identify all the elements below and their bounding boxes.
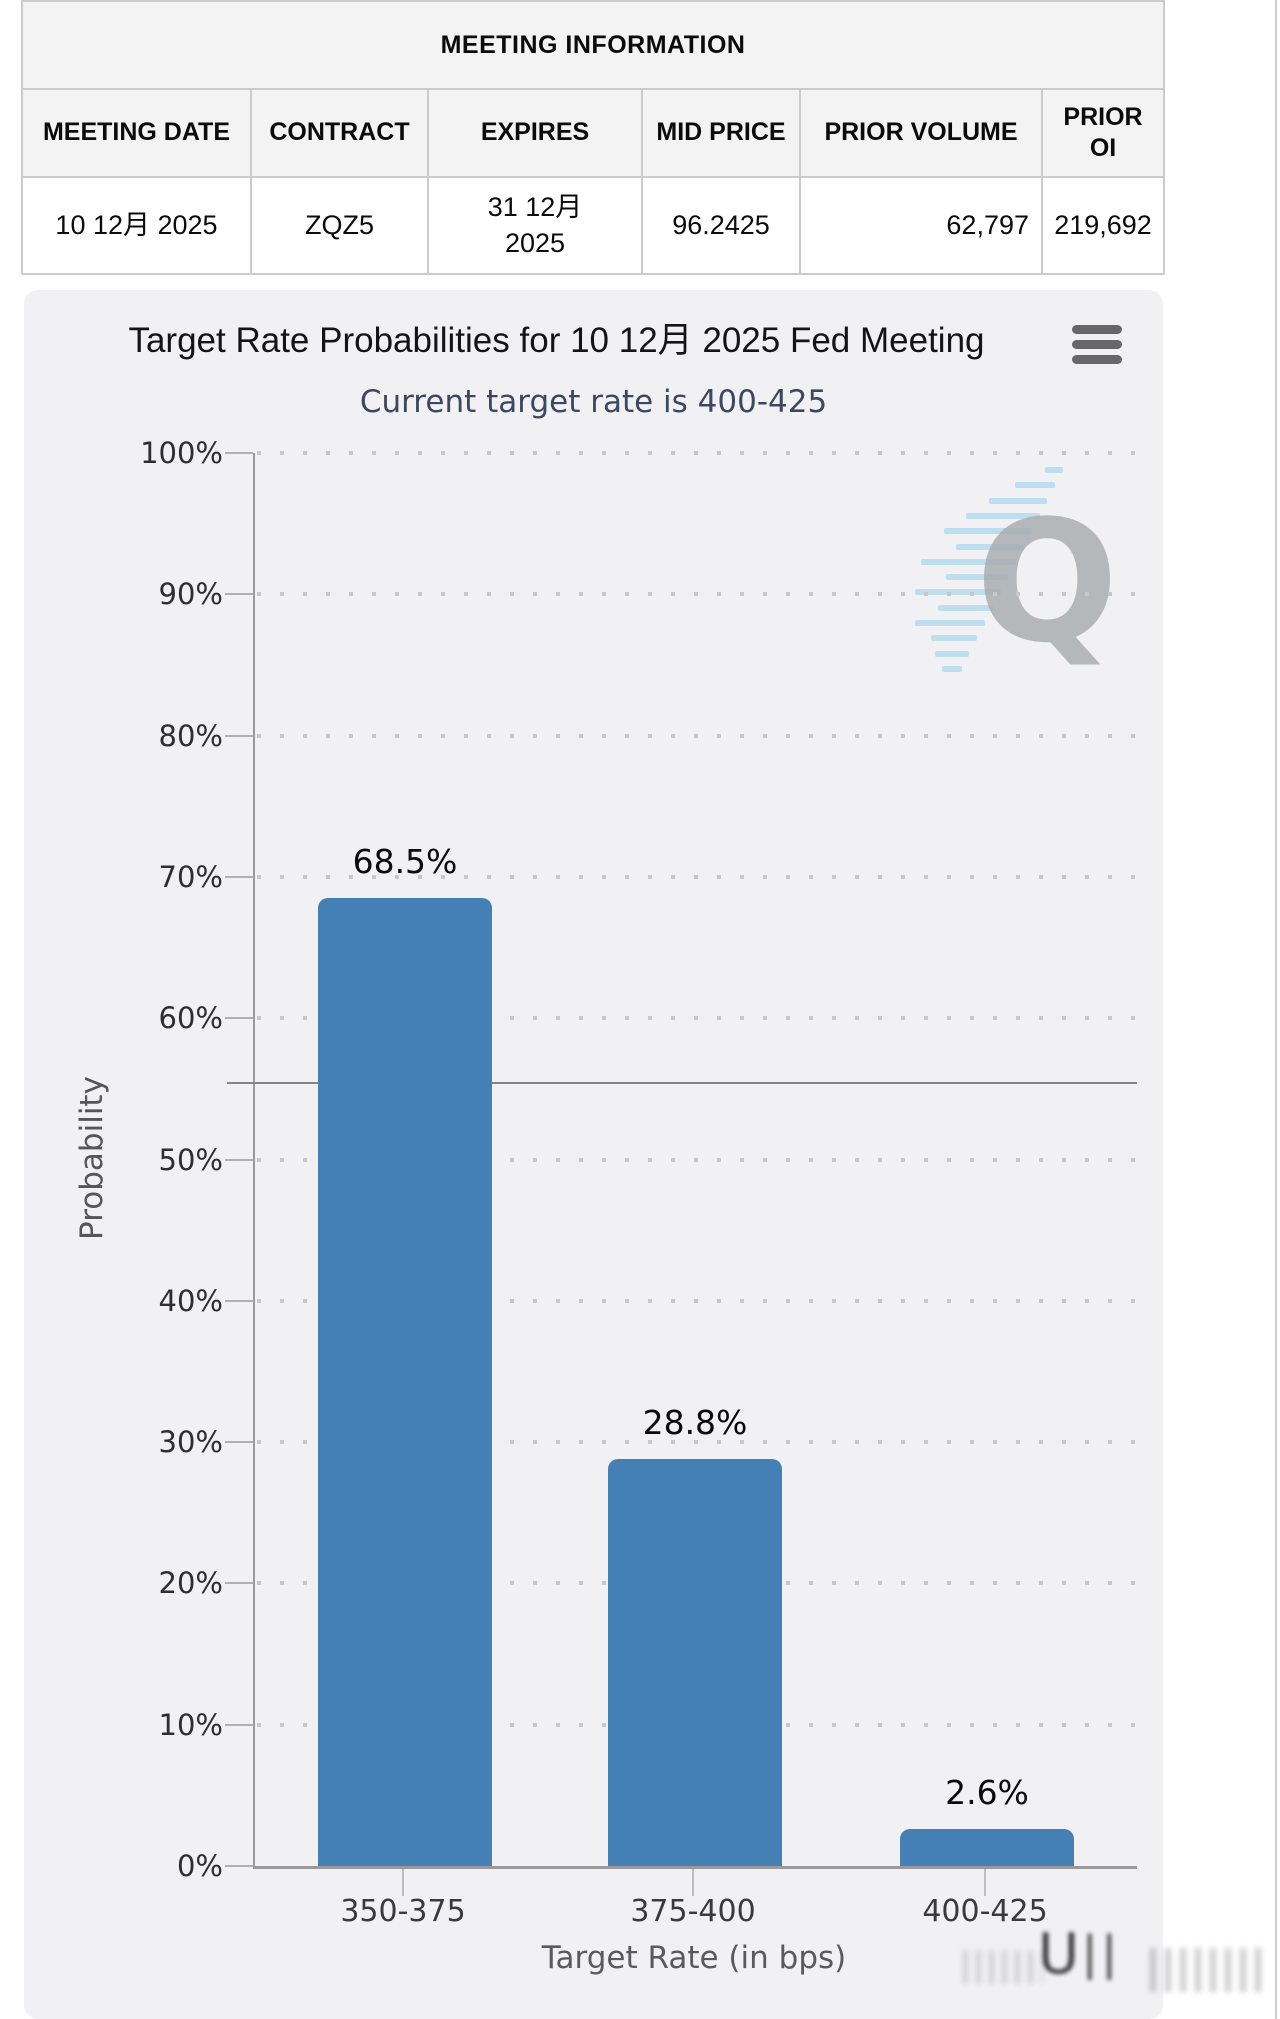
- plot-area: 68.5% 28.8% 2.6%: [227, 451, 1137, 1869]
- gridline: [257, 1016, 1135, 1021]
- gridline: [257, 733, 1135, 738]
- y-tick-label: 10%: [158, 1707, 223, 1742]
- bar-value-label: 68.5%: [352, 842, 458, 882]
- chart-subtitle: Current target rate is 400-425: [359, 384, 828, 420]
- col-header-expires: EXPIRES: [427, 88, 643, 178]
- watermark-artifact: [1150, 1948, 1268, 1992]
- y-axis-tick: [225, 1299, 253, 1302]
- hamburger-bar: [1072, 355, 1122, 364]
- table-title: MEETING INFORMATION: [20, 0, 1166, 90]
- table-row: 10 12月 2025 ZQZ5 31 12月 2025 96.2425 62,…: [21, 176, 1166, 275]
- y-tick-label: 60%: [158, 1001, 223, 1036]
- x-tick-label: 350-375: [340, 1894, 466, 1929]
- y-axis-tick: [225, 1158, 253, 1161]
- col-header-prior-oi: PRIOR OI: [1040, 88, 1166, 178]
- y-axis-tick: [225, 1723, 253, 1726]
- col-header-contract: CONTRACT: [250, 88, 429, 178]
- y-tick-label: 90%: [158, 577, 223, 612]
- watermark-artifact: [963, 1950, 1043, 1984]
- col-header-meeting-date: MEETING DATE: [21, 88, 252, 178]
- gridline: [257, 874, 1135, 879]
- x-axis-tick: [402, 1869, 404, 1896]
- y-tick-label: 100%: [140, 436, 223, 470]
- y-tick-label: 40%: [158, 1283, 223, 1318]
- y-tick-label: 0%: [176, 1849, 223, 1883]
- chart-title: Target Rate Probabilities for 10 12月 202…: [128, 321, 985, 360]
- x-tick-label: 400-425: [922, 1894, 1048, 1929]
- meeting-date-value: 10 12月 2025: [21, 176, 252, 275]
- y-tick-label: 30%: [158, 1425, 223, 1460]
- bar-value-label: 2.6%: [945, 1773, 1029, 1813]
- x-axis-tick: [692, 1869, 694, 1896]
- bar-400-425: [900, 1829, 1074, 1866]
- gridline: [257, 1298, 1135, 1303]
- gridline: [257, 1157, 1135, 1162]
- target-rate-chart-panel: Q Target Rate Probabilities for 10 12月 2…: [24, 290, 1163, 2019]
- watermark-artifact: U: [1038, 1922, 1079, 1987]
- contract-value: ZQZ5: [250, 176, 429, 275]
- gridline: [257, 1440, 1135, 1445]
- bar-375-400: [608, 1459, 782, 1866]
- hamburger-icon[interactable]: [1072, 323, 1122, 365]
- y-axis-tick: [225, 734, 253, 737]
- y-tick-label: 20%: [158, 1566, 223, 1601]
- gridline: [257, 451, 1135, 455]
- prior-volume-value: 62,797: [799, 176, 1043, 275]
- col-header-prior-volume: PRIOR VOLUME: [799, 88, 1043, 178]
- watermark-artifact: ||: [1082, 1926, 1121, 1980]
- y-axis-tick: [225, 1865, 253, 1867]
- y-tick-label: 50%: [158, 1142, 223, 1177]
- x-axis-tick: [984, 1869, 986, 1896]
- y-axis-tick: [225, 452, 253, 454]
- reference-line: [227, 1082, 1137, 1085]
- y-axis-tick: [225, 1441, 253, 1444]
- expires-value: 31 12月 2025: [427, 176, 643, 275]
- y-axis-tick: [225, 1017, 253, 1020]
- bar-350-375: [318, 898, 492, 1866]
- y-tick-label: 70%: [158, 859, 223, 894]
- y-axis-tick: [225, 1582, 253, 1585]
- meeting-information-table: MEETING INFORMATION MEETING DATE CONTRAC…: [20, 0, 1166, 275]
- hamburger-bar: [1072, 340, 1122, 349]
- page-edge-line: [1275, 0, 1277, 2019]
- hamburger-bar: [1072, 325, 1122, 334]
- bar-value-label: 28.8%: [642, 1403, 748, 1443]
- col-header-mid-price: MID PRICE: [641, 88, 801, 178]
- x-tick-label: 375-400: [630, 1894, 756, 1929]
- gridline: [257, 592, 1135, 597]
- y-tick-label: 80%: [158, 718, 223, 753]
- mid-price-value: 96.2425: [641, 176, 801, 275]
- y-axis-tick: [225, 593, 253, 596]
- prior-oi-value: 219,692: [1040, 176, 1166, 275]
- x-axis-title: Target Rate (in bps): [541, 1940, 847, 1976]
- y-axis-tick: [225, 875, 253, 878]
